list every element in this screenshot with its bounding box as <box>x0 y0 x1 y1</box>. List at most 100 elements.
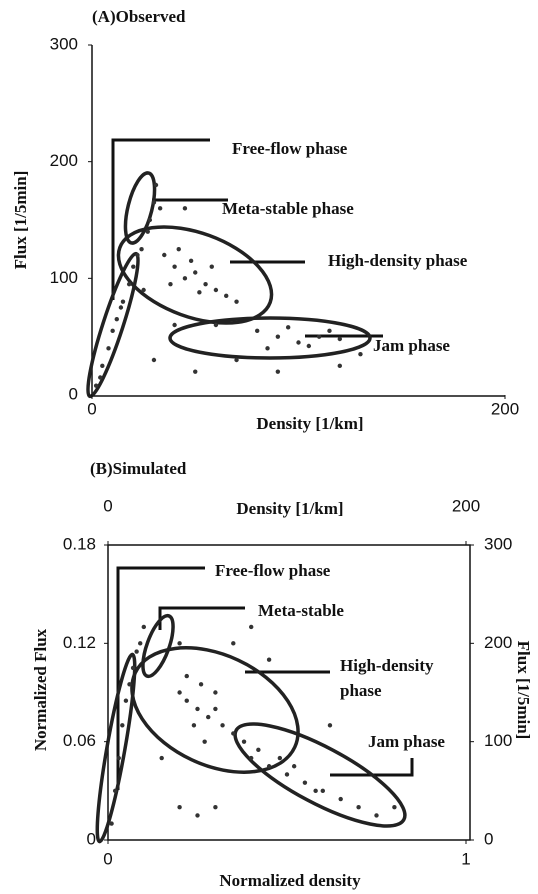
data-point <box>291 764 297 769</box>
data-point <box>306 343 312 349</box>
callout <box>111 138 210 300</box>
data-point <box>320 788 325 794</box>
data-point <box>134 649 139 654</box>
annotation: Free-flow phase <box>215 561 331 580</box>
callout <box>330 758 414 777</box>
annotation: High-density phase <box>328 251 468 270</box>
data-point <box>191 723 197 728</box>
data-point <box>249 624 254 630</box>
data-point <box>392 805 397 810</box>
x2-axis-label: Density [1/km] <box>236 499 343 518</box>
data-point <box>120 299 126 304</box>
data-point <box>277 755 283 761</box>
data-point <box>209 264 214 269</box>
data-point <box>231 641 236 646</box>
data-point <box>337 336 342 342</box>
chart-title: (B)Simulated <box>90 459 187 478</box>
annotation: Meta-stable phase <box>222 199 354 218</box>
data-point <box>213 287 219 293</box>
y-tick-label: 0 <box>69 384 78 403</box>
data-point <box>130 665 136 671</box>
data-point <box>159 755 164 761</box>
data-point <box>275 334 281 339</box>
phase-ellipse <box>141 613 175 679</box>
data-point <box>213 805 218 810</box>
x2-tick-label: 200 <box>452 496 480 515</box>
data-point <box>255 328 260 334</box>
data-point <box>266 764 272 769</box>
data-point <box>100 363 105 369</box>
data-point <box>147 217 153 223</box>
data-point <box>153 182 159 188</box>
data-point <box>127 682 132 687</box>
data-point <box>193 270 198 275</box>
data-point <box>358 351 363 357</box>
data-point <box>241 739 247 744</box>
data-point <box>338 796 343 802</box>
data-point <box>188 258 194 264</box>
data-point <box>313 788 318 794</box>
data-point <box>118 305 124 310</box>
data-point <box>275 369 281 374</box>
y2-tick-label: 0 <box>484 829 493 848</box>
x-tick-label: 0 <box>103 849 112 868</box>
data-point <box>141 624 146 630</box>
data-point <box>213 690 218 695</box>
phase-ellipse <box>130 646 300 774</box>
data-point <box>197 290 202 295</box>
chart-title: (A)Observed <box>92 7 186 26</box>
phase-ellipse <box>116 225 274 325</box>
y-tick-label: 0 <box>87 829 96 848</box>
data-point <box>182 276 188 281</box>
data-point <box>162 252 167 258</box>
data-point <box>193 369 198 374</box>
data-point <box>177 641 182 646</box>
y-tick-label: 300 <box>50 34 78 53</box>
data-point <box>151 357 157 363</box>
y2-tick-label: 200 <box>484 633 512 652</box>
data-point <box>198 682 204 687</box>
data-point <box>256 747 261 753</box>
data-point <box>106 346 111 351</box>
data-point <box>112 788 118 794</box>
data-point <box>172 322 177 328</box>
data-point <box>98 375 103 380</box>
data-point <box>195 813 200 818</box>
data-point <box>109 821 114 826</box>
data-point <box>145 229 150 234</box>
data-point <box>141 287 146 293</box>
y-tick-label: 100 <box>50 268 78 287</box>
data-point <box>206 714 211 720</box>
data-point <box>213 322 219 328</box>
data-point <box>316 334 322 339</box>
data-point <box>182 206 188 211</box>
data-point <box>234 357 239 363</box>
data-point <box>157 206 163 211</box>
data-point <box>213 706 218 712</box>
plot-frame <box>107 544 471 841</box>
data-point <box>184 698 189 703</box>
data-point <box>172 264 177 269</box>
data-point <box>327 328 332 334</box>
data-point <box>266 657 272 662</box>
data-point <box>139 246 144 252</box>
data-point <box>120 723 125 728</box>
data-point <box>296 340 301 345</box>
data-point <box>184 673 189 679</box>
data-point <box>123 698 129 703</box>
annotation: High-density <box>340 656 434 675</box>
y-tick-label: 0.18 <box>63 534 96 553</box>
data-point <box>177 805 182 810</box>
data-point <box>356 805 361 810</box>
y2-tick-label: 100 <box>484 731 512 750</box>
y-axis-label: Normalized Flux <box>31 628 50 751</box>
data-point <box>110 328 115 334</box>
data-point <box>337 363 342 369</box>
annotation: phase <box>340 681 382 700</box>
data-point <box>202 739 207 744</box>
data-point <box>93 383 99 388</box>
x-tick-label: 1 <box>461 849 470 868</box>
data-point <box>203 281 208 287</box>
data-point <box>177 690 182 695</box>
y-axis-label: Flux [1/5min] <box>11 171 30 270</box>
